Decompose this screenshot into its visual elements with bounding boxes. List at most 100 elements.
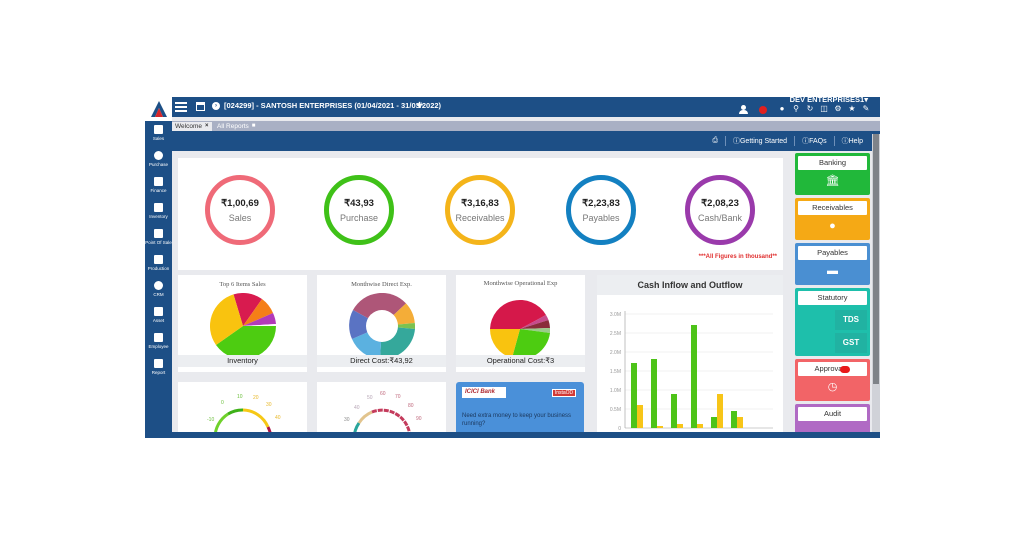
svg-text:30: 30 — [344, 417, 350, 423]
close-icon[interactable]: ■ — [251, 123, 256, 129]
crm-icon — [154, 281, 163, 290]
enterprise-dropdown[interactable]: DEV ENTERPRISES1▾ — [789, 97, 868, 104]
operational-exp-card: Monthwise Operational Exp Operational Co… — [456, 275, 585, 372]
statutory-tile[interactable]: Statutory TDS GST — [795, 288, 870, 356]
sidebar-item-finance[interactable]: Finance — [145, 177, 172, 193]
refresh-icon[interactable]: ↻ — [806, 104, 814, 113]
card-footer[interactable]: Direct Cost:₹43,92 — [317, 355, 446, 367]
top-items-card: Top 6 Items Sales Inventory — [178, 275, 307, 372]
sidebar-item-inventory[interactable]: Inventory — [145, 203, 172, 219]
tab-label: All Reports — [217, 123, 249, 130]
cash-flow-card: Cash Inflow and Outflow 0 0.5M 1.0M 1.5M… — [597, 275, 783, 438]
user-icon: ● — [829, 220, 836, 232]
tile-label: Audit — [798, 407, 867, 421]
user-icon[interactable] — [739, 105, 748, 114]
getting-started-link[interactable]: ⓘGetting Started — [724, 136, 794, 146]
production-icon — [154, 255, 163, 264]
svg-text:50: 50 — [367, 395, 373, 401]
report-icon — [154, 359, 163, 368]
sidebar: Sales Purchase Finance Inventory Point O… — [145, 121, 172, 438]
kpi-value: ₹1,00,69 — [221, 197, 259, 209]
kpi-sales[interactable]: ₹1,00,69 Sales — [205, 175, 275, 245]
card-footer[interactable]: Operational Cost:₹3 — [456, 355, 585, 367]
svg-text:0.5M: 0.5M — [610, 407, 621, 413]
app-window: › [024299] - SANTOSH ENTERPRISES (01/04/… — [145, 97, 880, 438]
sidebar-item-production[interactable]: Production — [145, 255, 172, 271]
sidebar-item-employee[interactable]: Employee — [145, 333, 172, 349]
kpi-value: ₹3,16,83 — [461, 197, 499, 209]
tile-label: Statutory — [798, 291, 867, 305]
svg-text:40: 40 — [275, 415, 281, 421]
add-icon[interactable]: + — [416, 98, 424, 112]
bell-icon[interactable]: ● — [779, 104, 785, 113]
insta-od-badge[interactable]: InstaOD — [552, 389, 576, 397]
icici-logo: ICICI Bank — [462, 387, 506, 398]
card-footer[interactable]: Inventory — [178, 355, 307, 367]
figures-note: ***All Figures in thousand** — [698, 254, 777, 260]
bottom-bar — [172, 432, 880, 438]
vertical-scrollbar[interactable] — [872, 134, 880, 438]
card-title: Monthwise Operational Exp — [483, 280, 558, 287]
sidebar-item-crm[interactable]: CRM — [145, 281, 172, 297]
tab-welcome[interactable]: Welcome × — [172, 122, 212, 131]
asset-icon — [154, 307, 163, 316]
svg-text:40: 40 — [354, 405, 360, 411]
kpi-receivables[interactable]: ₹3,16,83 Receivables — [445, 175, 515, 245]
sidebar-item-report[interactable]: Report — [145, 359, 172, 375]
svg-text:70: 70 — [395, 394, 401, 400]
app-logo[interactable] — [145, 97, 172, 121]
tab-all-reports[interactable]: All Reports ■ — [214, 122, 258, 131]
cash-flow-bar-chart[interactable]: 0 0.5M 1.0M 1.5M 2.0M 2.5M 3.0M — [597, 295, 783, 438]
svg-text:30: 30 — [266, 402, 272, 408]
kpi-label: Receivables — [455, 212, 505, 223]
kpi-label: Payables — [582, 212, 620, 223]
tile-label: Payables — [798, 246, 867, 260]
scrollbar-thumb[interactable] — [873, 134, 879, 384]
calendar-icon[interactable] — [196, 102, 205, 111]
gauge-card-1: -20 -10 0 10 20 30 40 — [178, 382, 307, 438]
edit-icon[interactable]: ✎ — [862, 104, 870, 113]
sidebar-item-asset[interactable]: Asset — [145, 307, 172, 323]
folder-icon[interactable]: ◫ — [820, 104, 828, 113]
company-selector[interactable]: › [024299] - SANTOSH ENTERPRISES (01/04/… — [212, 101, 441, 110]
operational-exp-pie-chart[interactable] — [490, 299, 550, 359]
svg-text:-10: -10 — [207, 417, 214, 423]
gauge-chart-2[interactable]: 30 40 50 60 70 80 90 100 — [317, 382, 446, 438]
card-icon: ▬ — [827, 265, 838, 277]
gst-button[interactable]: GST — [835, 333, 867, 353]
kpi-purchase[interactable]: ₹43,93 Purchase — [324, 175, 394, 245]
approval-tile[interactable]: Approva ◷ — [795, 359, 870, 401]
record-icon[interactable] — [759, 106, 767, 114]
tile-label: Approva — [798, 362, 867, 376]
tab-bar: Welcome × All Reports ■ — [172, 121, 880, 131]
direct-exp-card: Monthwise Direct Exp. Direct Cost:₹43,92 — [317, 275, 446, 372]
top-items-pie-chart[interactable] — [210, 293, 276, 359]
sidebar-item-sales[interactable]: Sales — [145, 125, 172, 141]
search-icon[interactable]: ⚲ — [793, 104, 799, 113]
direct-exp-donut-chart[interactable] — [349, 293, 415, 359]
star-icon[interactable]: ★ — [848, 104, 856, 113]
close-icon[interactable]: × — [204, 123, 209, 129]
sidebar-item-point-of-sale[interactable]: Point Of Sale — [145, 229, 172, 245]
tds-button[interactable]: TDS — [835, 310, 867, 330]
kpi-payables[interactable]: ₹2,23,83 Payables — [566, 175, 636, 245]
faqs-link[interactable]: ⓘFAQs — [794, 136, 834, 146]
banking-tile[interactable]: Banking 🏛 — [795, 153, 870, 195]
employee-icon — [154, 333, 163, 342]
sidebar-item-purchase[interactable]: Purchase — [145, 151, 172, 167]
receivables-tile[interactable]: Receivables ● — [795, 198, 870, 240]
help-link[interactable]: ⓘHelp — [833, 136, 870, 146]
kpi-cash-bank[interactable]: ₹2,08,23 Cash/Bank — [685, 175, 755, 245]
svg-text:1.0M: 1.0M — [610, 388, 621, 394]
payables-tile[interactable]: Payables ▬ — [795, 243, 870, 285]
gauge-card-2: 30 40 50 60 70 80 90 100 — [317, 382, 446, 438]
svg-text:80: 80 — [408, 403, 414, 409]
menu-icon[interactable] — [175, 102, 187, 112]
settings-icon[interactable]: ⚙ — [834, 104, 842, 113]
gauge-chart-1[interactable]: -20 -10 0 10 20 30 40 — [178, 382, 307, 438]
svg-text:2.5M: 2.5M — [610, 331, 621, 337]
print-icon[interactable]: ⎙ — [712, 137, 718, 144]
finance-icon — [154, 177, 163, 186]
svg-text:1.5M: 1.5M — [610, 369, 621, 375]
icici-ad-banner[interactable]: ICICI Bank InstaOD Need extra money to k… — [456, 382, 584, 438]
